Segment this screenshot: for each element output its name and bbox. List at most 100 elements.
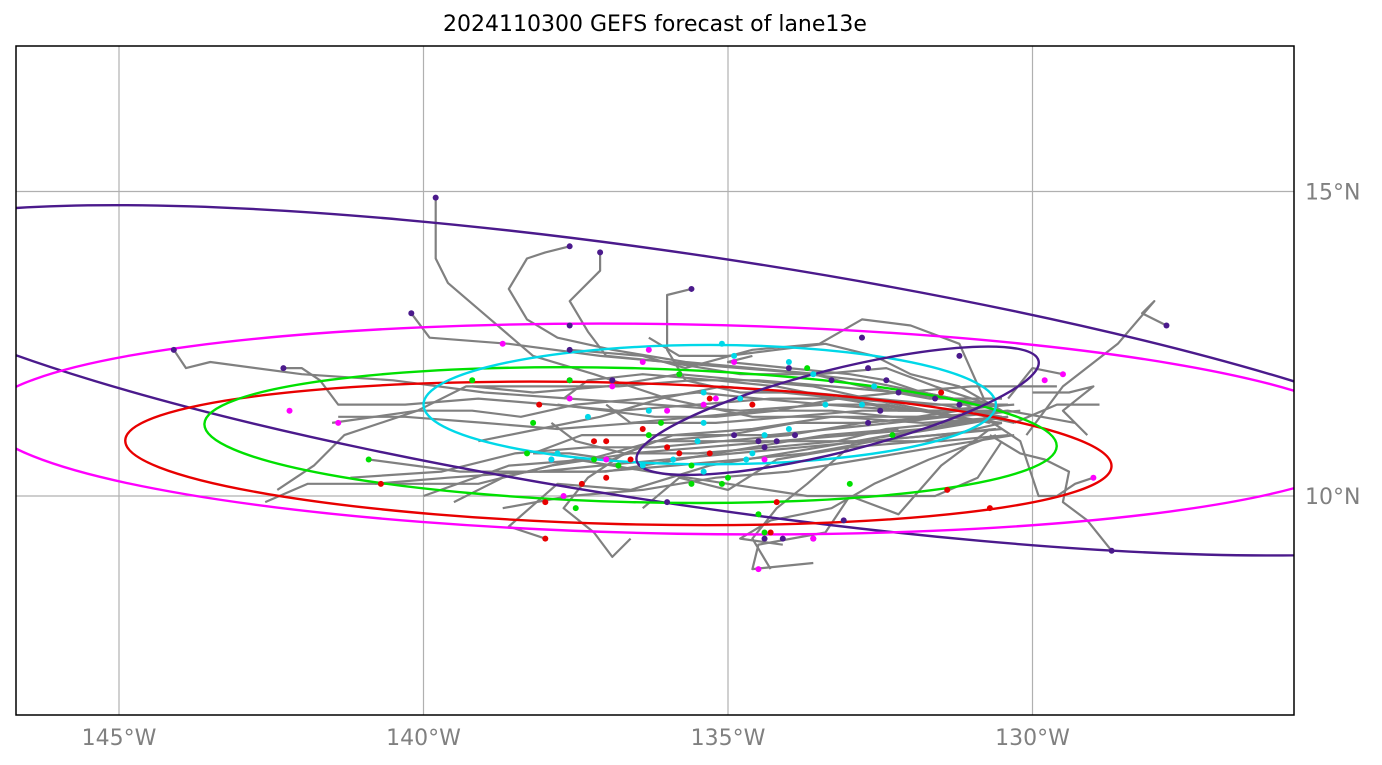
position-marker-day1 [858, 401, 865, 408]
position-marker-day5 [688, 285, 695, 292]
lat-tick-label: 15°N [1305, 181, 1360, 206]
position-marker-day4 [566, 395, 573, 402]
position-marker-day5 [773, 438, 780, 445]
position-marker-day2 [566, 377, 573, 384]
position-marker-day2 [889, 432, 896, 439]
position-marker-day4 [639, 359, 646, 366]
member-track [648, 336, 1003, 412]
position-marker-day5 [731, 432, 738, 439]
position-marker-day4 [603, 456, 610, 463]
position-marker-day5 [932, 395, 939, 402]
position-marker-day5 [597, 249, 604, 256]
position-marker-day3 [603, 474, 610, 481]
position-marker-day4 [609, 383, 616, 390]
position-marker-day2 [615, 462, 622, 469]
position-marker-day5 [865, 419, 872, 426]
position-marker-day2 [688, 480, 695, 487]
position-marker-day5 [432, 194, 439, 201]
position-marker-day2 [591, 456, 598, 463]
position-marker-day5 [170, 346, 177, 353]
lat-tick-label: 10°N [1305, 485, 1360, 510]
position-marker-day3 [377, 480, 384, 487]
position-marker-day4 [286, 407, 293, 414]
position-marker-day3 [627, 456, 634, 463]
member-track [751, 428, 991, 571]
position-marker-day2 [365, 456, 372, 463]
position-marker-day5 [840, 517, 847, 524]
member-track [533, 427, 1003, 461]
position-marker-day2 [676, 371, 683, 378]
position-marker-day4 [810, 535, 817, 542]
member-track [989, 434, 1113, 552]
position-marker-day4 [560, 493, 567, 499]
tick-labels: 145°W 140°W 135°W 130°W 10°N 15°N [82, 181, 1361, 752]
member-track [983, 415, 1094, 498]
member-track [751, 415, 1009, 570]
position-marker-day5 [865, 365, 872, 372]
member-track [331, 391, 1021, 424]
position-marker-day5 [609, 377, 616, 384]
position-marker-day5 [1163, 322, 1170, 329]
position-marker-day1 [645, 407, 652, 414]
position-marker-day5 [858, 334, 865, 341]
position-marker-day5 [791, 432, 798, 439]
position-marker-day4 [761, 456, 768, 463]
position-marker-day3 [536, 401, 543, 408]
position-marker-day5 [785, 365, 792, 372]
member-track [434, 197, 1009, 424]
position-marker-day3 [591, 438, 598, 445]
position-marker-day2 [658, 419, 665, 426]
position-marker-day3 [578, 480, 585, 487]
position-marker-day5 [664, 499, 671, 506]
position-marker-day3 [749, 401, 756, 408]
lon-tick-label: 135°W [691, 726, 766, 751]
position-marker-day3 [706, 450, 713, 457]
position-marker-day1 [761, 432, 768, 439]
spread-ellipse-day1 [422, 343, 998, 466]
position-marker-day5 [1108, 547, 1115, 554]
position-marker-day5 [828, 377, 835, 384]
position-marker-day4 [755, 566, 762, 573]
member-track [507, 415, 997, 540]
position-marker-day5 [408, 310, 415, 317]
position-marker-day3 [706, 395, 713, 402]
position-marker-day1 [584, 413, 591, 420]
member-track [368, 434, 1009, 473]
position-marker-day2 [524, 450, 531, 457]
position-marker-day3 [938, 389, 945, 396]
lon-tick-label: 140°W [386, 726, 461, 751]
position-marker-day3 [986, 505, 993, 512]
position-marker-day5 [956, 352, 963, 359]
position-marker-day5 [956, 401, 963, 408]
position-marker-day1 [548, 456, 555, 463]
member-track [665, 287, 1003, 418]
position-marker-day4 [664, 407, 671, 414]
position-marker-day5 [566, 346, 573, 353]
position-marker-day5 [566, 322, 573, 329]
member-track [507, 245, 991, 406]
position-marker-day3 [767, 529, 774, 536]
position-marker-day1 [670, 456, 677, 463]
member-track [1032, 385, 1095, 436]
position-marker-day2 [688, 462, 695, 469]
position-marker-day1 [718, 340, 725, 347]
position-marker-day1 [731, 352, 738, 359]
position-marker-day1 [743, 456, 750, 463]
position-marker-day3 [676, 450, 683, 457]
position-marker-day4 [712, 395, 719, 402]
position-marker-day1 [700, 419, 707, 426]
position-marker-day4 [499, 340, 506, 347]
position-marker-day2 [725, 474, 731, 481]
position-marker-day2 [645, 432, 652, 439]
position-marker-day4 [1059, 371, 1066, 378]
position-marker-day5 [883, 377, 890, 384]
position-marker-day4 [731, 359, 738, 366]
plot-area [16, 194, 1294, 573]
position-marker-day3 [542, 499, 549, 506]
position-marker-day3 [944, 486, 951, 493]
position-marker-day3 [639, 426, 646, 433]
position-marker-day2 [718, 480, 725, 487]
position-marker-day2 [761, 529, 768, 536]
member-track [568, 252, 985, 406]
